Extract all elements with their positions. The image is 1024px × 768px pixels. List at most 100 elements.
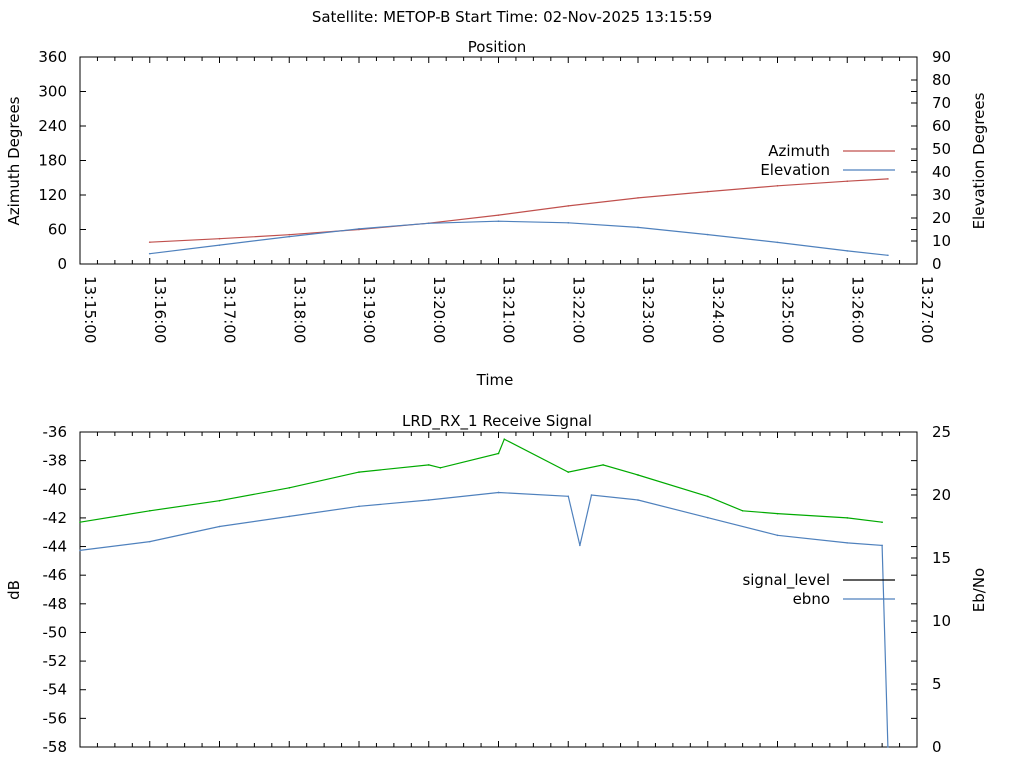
- y-tick-label: -58: [43, 738, 68, 756]
- data-point: [579, 544, 581, 547]
- y-tick-label: -44: [43, 538, 68, 556]
- data-point: [358, 471, 360, 473]
- y-tick-label: -46: [43, 566, 68, 584]
- data-point: [776, 512, 779, 515]
- y-tick-label: -38: [43, 452, 68, 470]
- series-line-signal-level: [79, 438, 883, 523]
- data-point: [288, 487, 291, 489]
- series-line-elevation: [149, 220, 888, 256]
- legend-label: signal_level: [742, 571, 830, 590]
- data-point: [776, 534, 779, 537]
- data-point: [776, 241, 779, 244]
- y2-tick-label: 20: [932, 209, 951, 227]
- data-point: [887, 746, 889, 748]
- data-point: [637, 226, 639, 229]
- y2-tick-label: 80: [932, 71, 951, 89]
- data-point: [887, 178, 889, 180]
- x-tick-label: 13:22:00: [569, 276, 587, 343]
- y2-tick-label: 70: [932, 94, 951, 112]
- data-point: [706, 516, 709, 519]
- data-point: [358, 505, 360, 508]
- y2-tick-label: 15: [932, 549, 951, 567]
- data-point: [637, 474, 639, 476]
- y-tick-label: 240: [38, 117, 67, 135]
- data-point: [706, 233, 709, 236]
- receive-y2-axis-label: Eb/No: [970, 568, 988, 612]
- legend-label: Elevation: [760, 161, 830, 179]
- y-tick-label: -54: [43, 681, 68, 699]
- y-tick-label: -48: [43, 595, 68, 613]
- y-tick-label: 0: [57, 255, 67, 273]
- data-point: [887, 254, 889, 257]
- y-tick-label: -36: [43, 423, 68, 441]
- legend-label: ebno: [793, 590, 830, 608]
- data-point: [148, 252, 151, 255]
- data-point: [427, 464, 430, 466]
- y-tick-label: 180: [38, 152, 67, 170]
- data-point: [148, 540, 151, 543]
- y-tick-label: 360: [38, 48, 67, 66]
- data-point: [427, 222, 430, 225]
- y2-tick-label: 10: [932, 612, 951, 630]
- data-point: [427, 499, 430, 501]
- x-tick-label: 13:16:00: [151, 276, 169, 343]
- y2-tick-label: 40: [932, 163, 951, 181]
- data-point: [218, 244, 221, 246]
- data-point: [776, 185, 779, 187]
- data-point: [497, 214, 500, 216]
- data-point: [881, 544, 883, 547]
- data-point: [288, 515, 291, 518]
- data-point: [567, 205, 570, 207]
- position-y-axis-label: Azimuth Degrees: [5, 96, 23, 225]
- data-point: [846, 180, 849, 182]
- y-tick-label: 300: [38, 83, 67, 101]
- series-line-azimuth: [149, 178, 888, 243]
- page-title: Satellite: METOP-B Start Time: 02-Nov-20…: [312, 8, 712, 26]
- data-point: [439, 466, 442, 469]
- y2-tick-label: 0: [932, 738, 942, 756]
- y-tick-label: 60: [48, 221, 67, 239]
- data-point: [846, 542, 849, 544]
- data-point: [497, 220, 500, 223]
- x-tick-label: 13:17:00: [221, 276, 239, 343]
- data-point: [637, 499, 639, 501]
- data-point: [706, 495, 709, 498]
- data-point: [741, 509, 744, 512]
- y2-tick-label: 50: [932, 140, 951, 158]
- y-tick-label: -52: [43, 652, 68, 670]
- receive-signal-chart: LRD_RX_1 Receive Signal dB Eb/No -36 -38 -…: [5, 412, 988, 756]
- x-tick-label: 13:26:00: [848, 276, 866, 343]
- series-line-ebno: [79, 491, 889, 748]
- y-tick-label: -50: [43, 623, 68, 641]
- data-point: [358, 228, 360, 230]
- position-chart-title: Position: [468, 38, 526, 56]
- x-tick-label: 13:19:00: [360, 276, 378, 343]
- receive-plot-frame: [79, 431, 918, 748]
- y2-tick-label: 25: [932, 423, 951, 441]
- x-tick-label: 13:15:00: [81, 276, 99, 343]
- x-tick-label: 13:24:00: [709, 276, 727, 343]
- data-point: [567, 471, 570, 473]
- data-point: [706, 190, 709, 193]
- x-tick-label: 13:27:00: [918, 276, 936, 343]
- receive-chart-title: LRD_RX_1 Receive Signal: [402, 412, 592, 431]
- data-point: [567, 222, 570, 224]
- data-point: [881, 521, 883, 524]
- data-point: [79, 549, 81, 552]
- y-tick-label: -42: [43, 509, 68, 527]
- receive-y-axis-label: dB: [5, 580, 23, 600]
- y2-tick-label: 90: [932, 48, 951, 66]
- data-point: [846, 517, 849, 519]
- legend-label: Azimuth: [768, 142, 830, 160]
- data-point: [218, 499, 221, 502]
- data-point: [602, 464, 604, 466]
- y2-tick-label: 60: [932, 117, 951, 135]
- data-point: [497, 452, 500, 455]
- y2-tick-label: 30: [932, 186, 951, 204]
- y2-tick-label: 10: [932, 232, 951, 250]
- x-tick-label: 13:20:00: [430, 276, 448, 343]
- x-tick-label: 13:23:00: [639, 276, 657, 343]
- y2-tick-label: 5: [932, 675, 942, 693]
- position-x-axis-label: Time: [476, 371, 514, 389]
- data-point: [148, 509, 151, 512]
